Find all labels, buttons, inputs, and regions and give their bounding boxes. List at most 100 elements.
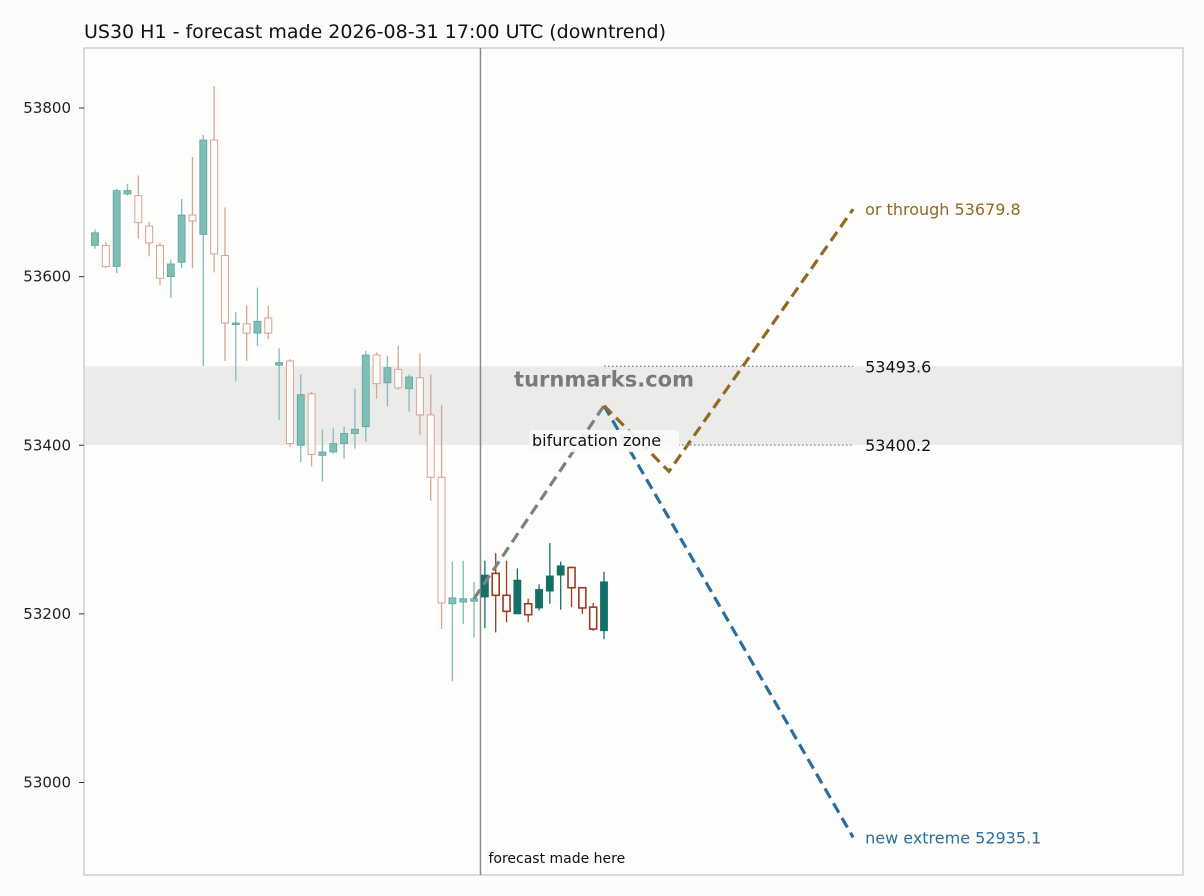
history-candle xyxy=(459,560,468,624)
candle-body xyxy=(600,581,608,632)
candle-body xyxy=(275,362,284,366)
candle-body xyxy=(535,589,543,609)
history-candle xyxy=(415,353,424,436)
history-candle xyxy=(231,312,240,382)
candle-body xyxy=(177,214,186,263)
y-tick-label: 53800 xyxy=(23,99,71,117)
candle-body xyxy=(112,190,121,267)
candle-body xyxy=(91,232,99,246)
candle-body xyxy=(253,320,262,334)
history-candle xyxy=(307,392,316,467)
zone-low-label: 53400.2 xyxy=(865,436,931,455)
history-candle xyxy=(318,429,327,482)
candle-body xyxy=(285,360,294,445)
candle-body xyxy=(329,443,338,453)
forecast-candle xyxy=(480,560,489,629)
alternative-up-path xyxy=(602,208,855,474)
candle-body xyxy=(545,575,554,592)
chart-title: US30 H1 - forecast made 2026-08-31 17:00… xyxy=(84,21,666,43)
plot-area xyxy=(83,47,1184,876)
candle-body xyxy=(394,368,403,389)
y-axis-layer: 53000 53200 53400 53600 53800 xyxy=(23,48,482,875)
candle-body xyxy=(101,244,110,268)
candle-body xyxy=(340,433,348,444)
candle-body xyxy=(242,323,251,334)
forecast-candle xyxy=(535,584,543,611)
candle-body xyxy=(220,255,229,324)
candle-body xyxy=(588,606,598,630)
forecast-candle xyxy=(588,602,598,631)
candle-body xyxy=(361,354,370,428)
history-candle xyxy=(372,352,381,399)
candle-body xyxy=(383,367,392,384)
history-candle xyxy=(285,359,294,447)
forecast-candle xyxy=(545,543,554,604)
history-candle xyxy=(123,183,132,196)
candle-body xyxy=(264,317,273,334)
forecast-candle xyxy=(600,571,608,640)
candle-body xyxy=(523,602,533,616)
history-candle xyxy=(340,426,348,459)
candle-body xyxy=(578,586,587,609)
history-candle xyxy=(351,388,359,449)
candle-body xyxy=(415,377,424,416)
downtrend-path xyxy=(602,404,855,839)
candle-body xyxy=(437,476,446,604)
candle-body xyxy=(567,566,576,589)
forecast-candle xyxy=(578,586,587,614)
candle-body xyxy=(470,598,478,602)
candle-body xyxy=(459,598,468,603)
history-candle xyxy=(112,188,121,274)
candle-body xyxy=(145,225,154,244)
history-candle xyxy=(329,428,338,454)
annotation-layer: 53493.6 53400.2 bifurcation zone turnmarks.… xyxy=(488,200,1041,867)
history-candle xyxy=(448,561,457,682)
candle-body xyxy=(448,597,457,605)
history-candle xyxy=(264,306,273,340)
history-candle xyxy=(145,221,154,257)
history-candle xyxy=(405,374,413,412)
history-candle xyxy=(242,305,251,361)
zone-label-backdrop xyxy=(529,430,680,453)
candle-body xyxy=(123,190,132,195)
history-candle xyxy=(394,345,403,390)
candle-body xyxy=(296,394,305,446)
zone-label: bifurcation zone xyxy=(532,431,661,450)
candle-body xyxy=(318,451,327,456)
candle-body xyxy=(155,244,164,279)
candle-body xyxy=(513,579,522,615)
forecast-candle xyxy=(556,561,565,610)
candle-body xyxy=(231,322,240,325)
history-candle xyxy=(177,199,186,269)
candle-body xyxy=(491,572,501,597)
history-candle xyxy=(437,404,446,630)
y-tick-label: 53600 xyxy=(23,268,71,286)
history-candle xyxy=(210,86,219,273)
history-candle xyxy=(275,348,284,420)
candle-body xyxy=(188,214,197,222)
candle-body xyxy=(372,354,381,385)
forecast-candle xyxy=(513,568,522,615)
candle-body xyxy=(405,376,413,390)
history-candle xyxy=(253,287,262,346)
candle-body xyxy=(502,594,511,613)
candle-body xyxy=(307,393,316,456)
zone-high-label: 53493.6 xyxy=(865,357,931,376)
y-tick-label: 53400 xyxy=(23,436,71,454)
watermark: turnmarks.com xyxy=(514,367,694,391)
candle-body xyxy=(426,414,435,478)
history-candle xyxy=(166,259,175,298)
y-tick-label: 53200 xyxy=(23,605,71,623)
history-candle xyxy=(296,374,305,463)
history-candle xyxy=(220,207,229,361)
candle-body xyxy=(556,565,565,576)
up-path-label: or through 53679.8 xyxy=(865,200,1021,219)
candle-body xyxy=(480,574,489,598)
history-candle xyxy=(199,134,208,366)
candles-layer xyxy=(91,86,608,682)
history-candle xyxy=(361,350,370,442)
candle-body xyxy=(134,195,143,224)
forecast-candle xyxy=(567,566,576,608)
